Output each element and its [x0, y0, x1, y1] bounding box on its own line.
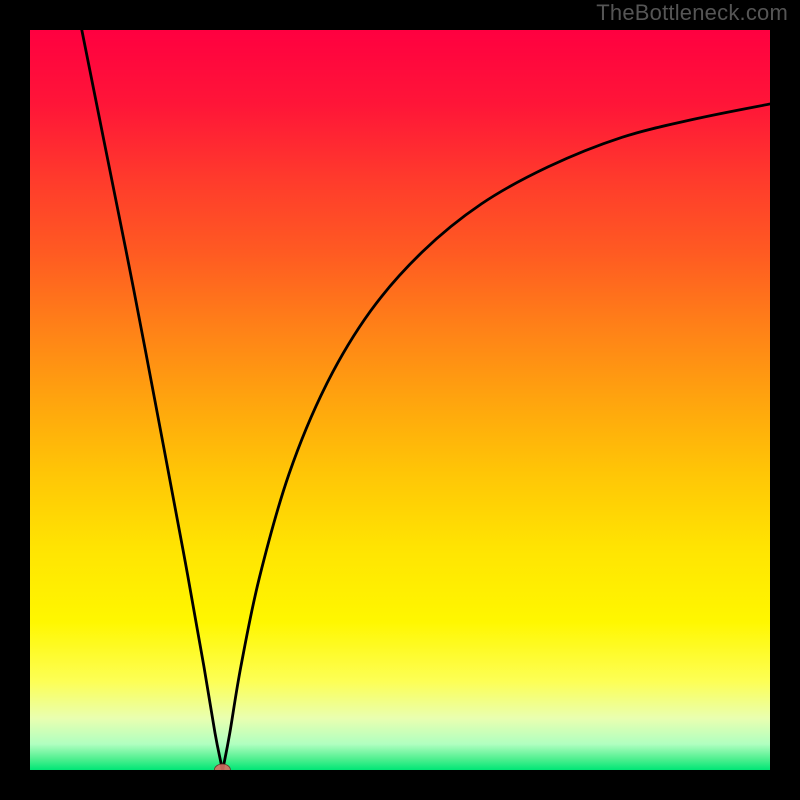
watermark-text: TheBottleneck.com: [596, 0, 788, 26]
bottleneck-curve: [82, 30, 770, 770]
curve-layer: [30, 30, 770, 770]
chart-container: TheBottleneck.com: [0, 0, 800, 800]
minimum-marker: [214, 764, 230, 770]
plot-area: [30, 30, 770, 770]
